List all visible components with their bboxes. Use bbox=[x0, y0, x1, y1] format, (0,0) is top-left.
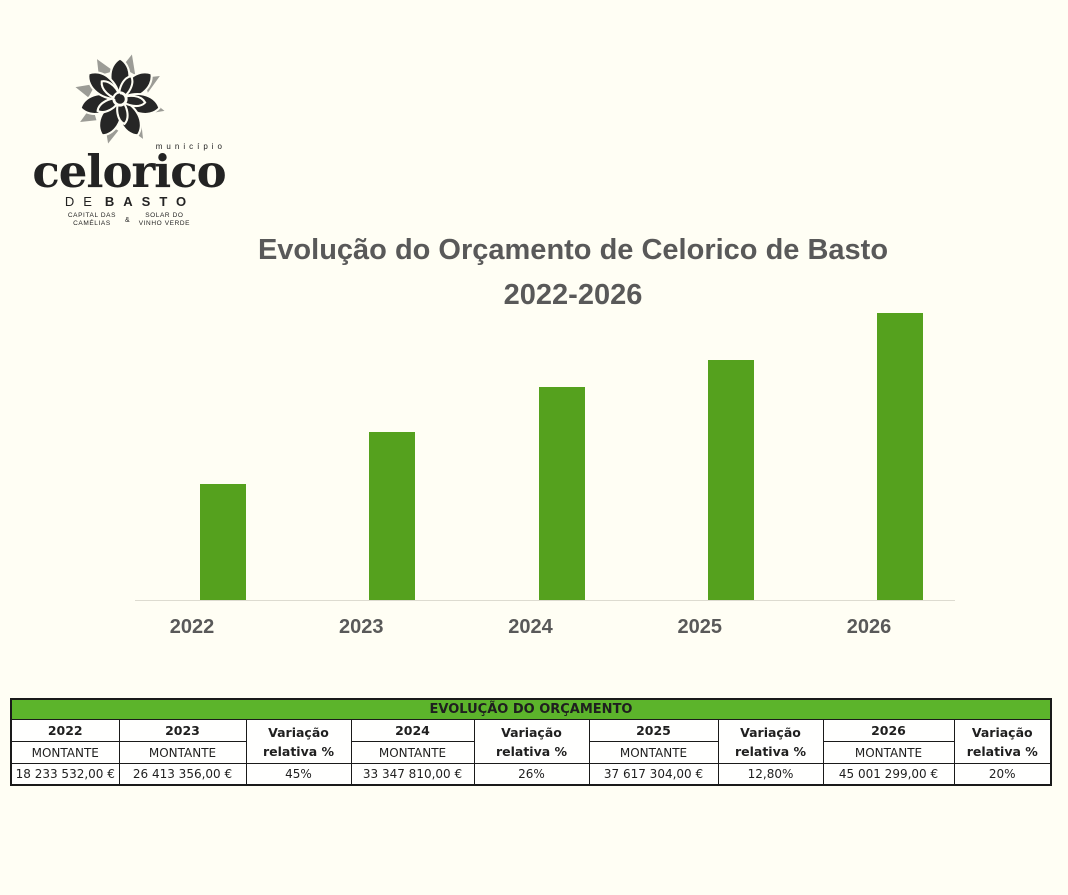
variacao-line1: Variação bbox=[501, 724, 562, 740]
year-header-2026: 2026 bbox=[822, 719, 955, 742]
montante-header: MONTANTE bbox=[10, 741, 120, 764]
percent-cell: 20% bbox=[953, 763, 1052, 786]
tagline-camelias: CAPITAL DAS CAMÉLIAS bbox=[67, 212, 117, 227]
chart-title-line1: Evolução do Orçamento de Celorico de Bas… bbox=[257, 234, 889, 266]
variacao-line1: Variação bbox=[740, 724, 801, 740]
bar-2026 bbox=[877, 313, 923, 600]
variacao-line2: relativa % bbox=[734, 743, 807, 759]
montante-header: MONTANTE bbox=[350, 741, 475, 764]
table-title-cell: EVOLUÇÃO DO ORÇAMENTO bbox=[10, 698, 1052, 720]
bar-2023 bbox=[369, 431, 416, 600]
variacao-header: Variação relativa % bbox=[473, 719, 590, 764]
x-axis-line bbox=[135, 600, 955, 601]
x-axis-label-2024: 2024 bbox=[508, 616, 553, 638]
chart-title: Evolução do Orçamento de Celorico de Bas… bbox=[78, 228, 1068, 318]
value-cell: 33 347 810,00 € bbox=[350, 763, 475, 786]
year-header-2022: 2022 bbox=[10, 719, 120, 742]
bar-2022 bbox=[200, 483, 246, 600]
bar-chart: 2022 2023 2024 2025 2026 bbox=[135, 300, 955, 638]
x-axis-label-2026: 2026 bbox=[846, 616, 892, 638]
bar-2024 bbox=[538, 387, 585, 600]
x-axis-label-2022: 2022 bbox=[169, 616, 215, 638]
variacao-line1: Variação bbox=[268, 724, 329, 740]
tagline-vinho-verde: SOLAR DO VINHO VERDE bbox=[138, 212, 191, 227]
x-axis-label-2023: 2023 bbox=[339, 616, 384, 638]
percent-cell: 26% bbox=[473, 763, 590, 786]
logo-taglines: CAPITAL DAS CAMÉLIAS & SOLAR DO VINHO VE… bbox=[28, 212, 230, 228]
year-header-2025: 2025 bbox=[588, 719, 719, 742]
montante-header: MONTANTE bbox=[588, 741, 719, 764]
value-cell: 37 617 304,00 € bbox=[588, 763, 719, 786]
variacao-header: Variação relativa % bbox=[245, 719, 352, 764]
logo-municipio-text: município bbox=[155, 142, 226, 151]
tagline-ampersand: & bbox=[125, 216, 130, 224]
percent-cell: 12,80% bbox=[717, 763, 824, 786]
chart-title-line2: 2022-2026 bbox=[503, 279, 643, 311]
variacao-line2: relativa % bbox=[966, 743, 1038, 759]
year-header-2023: 2023 bbox=[118, 719, 247, 742]
montante-header: MONTANTE bbox=[822, 741, 955, 764]
x-axis-label-2025: 2025 bbox=[677, 616, 723, 638]
camellia-flower-icon bbox=[75, 54, 165, 144]
variacao-line1: Variação bbox=[971, 724, 1033, 740]
montante-header: MONTANTE bbox=[118, 741, 247, 764]
logo-de-basto-text: DE BASTO bbox=[30, 194, 230, 209]
bar-2025 bbox=[707, 360, 754, 600]
variacao-line2: relativa % bbox=[262, 743, 335, 759]
variacao-line2: relativa % bbox=[495, 743, 568, 759]
value-cell: 26 413 356,00 € bbox=[118, 763, 247, 786]
percent-cell: 45% bbox=[245, 763, 352, 786]
budget-table: EVOLUÇÃO DO ORÇAMENTO 2022 2023 Variação rel… bbox=[10, 698, 1052, 786]
logo-de: DE bbox=[64, 194, 101, 209]
variacao-header: Variação relativa % bbox=[717, 719, 824, 764]
value-cell: 18 233 532,00 € bbox=[10, 763, 120, 786]
logo-basto: BASTO bbox=[104, 194, 196, 209]
variacao-header: Variação relativa % bbox=[953, 719, 1052, 764]
budget-table-body: EVOLUÇÃO DO ORÇAMENTO 2022 2023 Variação rel… bbox=[10, 698, 1052, 786]
year-header-2024: 2024 bbox=[350, 719, 475, 742]
logo-name-text: celorico bbox=[32, 145, 226, 198]
value-cell: 45 001 299,00 € bbox=[822, 763, 955, 786]
